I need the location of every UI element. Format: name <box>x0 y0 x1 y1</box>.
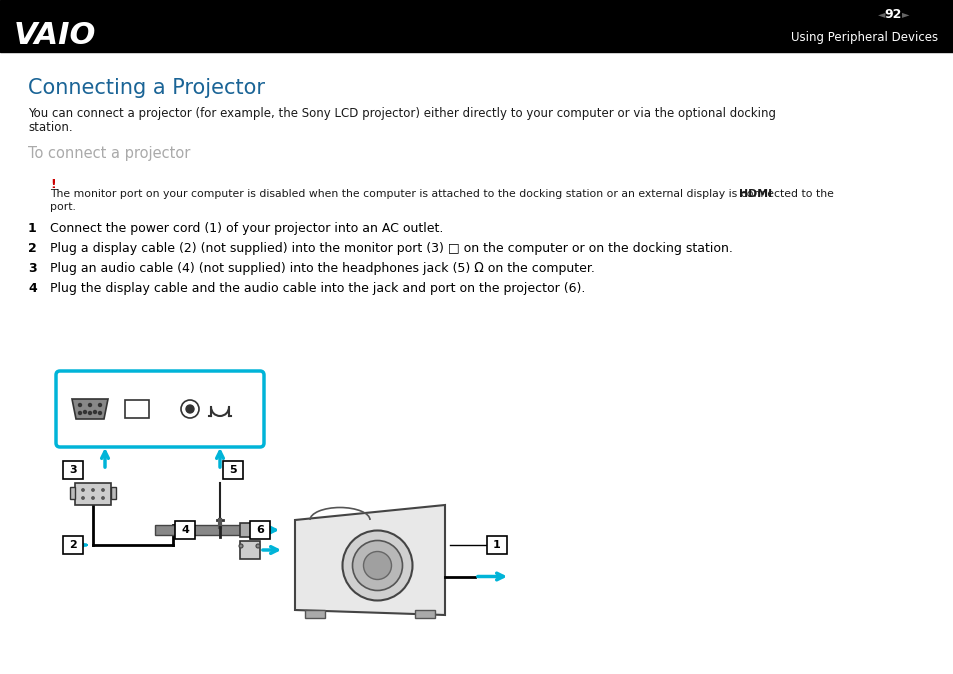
Text: 4: 4 <box>28 282 37 295</box>
Circle shape <box>82 497 84 499</box>
Circle shape <box>84 410 87 414</box>
Text: 3: 3 <box>70 465 77 475</box>
Text: 1: 1 <box>493 540 500 550</box>
Text: VAIO: VAIO <box>14 22 96 51</box>
Circle shape <box>89 412 91 415</box>
Text: 4: 4 <box>181 525 189 535</box>
Circle shape <box>255 544 260 548</box>
Text: To connect a projector: To connect a projector <box>28 146 191 161</box>
Bar <box>63 461 83 479</box>
Polygon shape <box>71 399 108 419</box>
Circle shape <box>186 405 193 413</box>
Text: 1: 1 <box>28 222 37 235</box>
Bar <box>174 521 194 539</box>
Circle shape <box>181 400 199 418</box>
Bar <box>415 610 435 618</box>
Text: The monitor port on your computer is disabled when the computer is attached to t: The monitor port on your computer is dis… <box>50 189 837 199</box>
Circle shape <box>102 489 104 491</box>
Bar <box>70 487 75 499</box>
Text: 2: 2 <box>69 540 77 550</box>
Circle shape <box>363 551 391 580</box>
Text: 5: 5 <box>229 465 236 475</box>
Text: ◄: ◄ <box>878 9 884 19</box>
Text: Using Peripheral Devices: Using Peripheral Devices <box>790 32 937 44</box>
Circle shape <box>93 410 96 414</box>
Bar <box>240 541 260 559</box>
Bar <box>486 536 506 554</box>
Bar <box>240 523 257 537</box>
Text: station.: station. <box>28 121 72 134</box>
Text: ►: ► <box>902 9 909 19</box>
Bar <box>305 610 325 618</box>
Circle shape <box>239 544 243 548</box>
Text: 3: 3 <box>28 262 36 275</box>
Text: You can connect a projector (for example, the Sony LCD projector) either directl: You can connect a projector (for example… <box>28 107 775 120</box>
Bar <box>125 400 149 418</box>
Text: 92: 92 <box>883 7 901 20</box>
Circle shape <box>91 497 94 499</box>
Text: HDMI: HDMI <box>739 189 771 199</box>
Text: Plug the display cable and the audio cable into the jack and port on the project: Plug the display cable and the audio cab… <box>50 282 585 295</box>
Text: Connect the power cord (1) of your projector into an AC outlet.: Connect the power cord (1) of your proje… <box>50 222 443 235</box>
Circle shape <box>352 541 402 590</box>
Circle shape <box>78 412 81 415</box>
Text: Plug a display cable (2) (not supplied) into the monitor port (3) □ on the compu: Plug a display cable (2) (not supplied) … <box>50 242 732 255</box>
Text: !: ! <box>50 178 55 191</box>
Text: 2: 2 <box>28 242 37 255</box>
Text: Plug an audio cable (4) (not supplied) into the headphones jack (5) Ω on the com: Plug an audio cable (4) (not supplied) i… <box>50 262 595 275</box>
Polygon shape <box>294 505 444 615</box>
Bar <box>154 525 240 535</box>
Bar <box>0 0 953 52</box>
Circle shape <box>91 489 94 491</box>
Text: Connecting a Projector: Connecting a Projector <box>28 78 265 98</box>
Circle shape <box>98 404 101 406</box>
FancyBboxPatch shape <box>56 371 264 447</box>
Circle shape <box>342 530 412 601</box>
Bar <box>75 483 111 505</box>
Circle shape <box>82 489 84 491</box>
Bar <box>250 521 270 539</box>
Bar <box>111 487 116 499</box>
Circle shape <box>98 412 101 415</box>
Text: 6: 6 <box>255 525 264 535</box>
Circle shape <box>78 404 81 406</box>
Bar <box>63 536 83 554</box>
Circle shape <box>102 497 104 499</box>
Text: port.: port. <box>50 202 76 212</box>
Circle shape <box>89 404 91 406</box>
Bar <box>223 461 243 479</box>
